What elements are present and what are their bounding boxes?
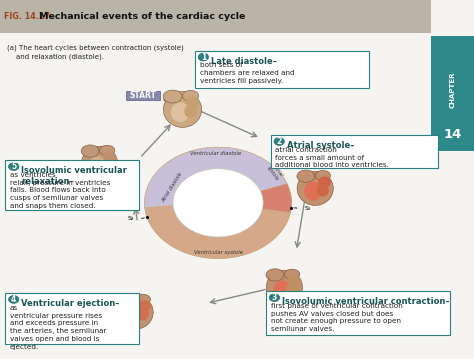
- Ellipse shape: [117, 295, 153, 329]
- Ellipse shape: [164, 92, 201, 127]
- Circle shape: [274, 137, 284, 145]
- Text: Atrial
systole: Atrial systole: [266, 162, 284, 182]
- Text: Ventricular systole: Ventricular systole: [193, 250, 243, 255]
- Text: Isovolumic ventricular
relaxation–: Isovolumic ventricular relaxation–: [21, 166, 127, 186]
- Text: 5: 5: [11, 162, 16, 171]
- Circle shape: [9, 295, 19, 303]
- Ellipse shape: [273, 280, 291, 299]
- Ellipse shape: [284, 269, 300, 279]
- Text: CHAPTER: CHAPTER: [450, 71, 456, 108]
- Ellipse shape: [81, 145, 99, 157]
- Ellipse shape: [266, 269, 284, 281]
- Circle shape: [269, 294, 280, 302]
- Circle shape: [198, 53, 209, 61]
- Text: atrial contraction
forces a small amount of
additional blood into ventricles.: atrial contraction forces a small amount…: [275, 147, 389, 168]
- FancyBboxPatch shape: [5, 160, 139, 210]
- Text: as ventricles
relax, pressure in ventricles
falls. Blood flows back into
cusps o: as ventricles relax, pressure in ventric…: [10, 172, 110, 209]
- Ellipse shape: [135, 294, 150, 304]
- Text: START: START: [130, 91, 156, 100]
- Ellipse shape: [100, 145, 115, 155]
- Text: FIG. 14.17: FIG. 14.17: [4, 12, 50, 21]
- Ellipse shape: [184, 104, 197, 118]
- Text: 2: 2: [276, 137, 282, 146]
- Text: S₁: S₁: [304, 206, 311, 211]
- Ellipse shape: [137, 307, 149, 320]
- Ellipse shape: [182, 90, 199, 101]
- Ellipse shape: [82, 146, 118, 180]
- Ellipse shape: [101, 158, 113, 171]
- Text: Atrial systole–: Atrial systole–: [287, 141, 354, 150]
- FancyBboxPatch shape: [126, 91, 160, 100]
- Ellipse shape: [102, 151, 115, 163]
- Ellipse shape: [171, 102, 190, 122]
- Ellipse shape: [315, 171, 330, 181]
- Ellipse shape: [124, 306, 142, 324]
- Text: Isovolumic ventricular contraction–: Isovolumic ventricular contraction–: [282, 297, 450, 306]
- Ellipse shape: [186, 97, 199, 109]
- Wedge shape: [145, 206, 291, 258]
- Circle shape: [173, 169, 263, 237]
- Ellipse shape: [89, 157, 106, 175]
- Wedge shape: [145, 147, 287, 208]
- Text: Ventricular ejection–: Ventricular ejection–: [21, 299, 120, 308]
- Wedge shape: [260, 184, 292, 213]
- Text: as
ventricular pressure rises
and exceeds pressure in
the arteries, the semiluna: as ventricular pressure rises and exceed…: [10, 305, 107, 350]
- Text: (a) The heart cycles between contraction (systole)
    and relaxation (diastole): (a) The heart cycles between contraction…: [7, 45, 184, 60]
- Wedge shape: [145, 147, 292, 258]
- Ellipse shape: [266, 270, 302, 304]
- Ellipse shape: [117, 294, 135, 306]
- Text: 1: 1: [201, 52, 206, 62]
- Text: both sets of
chambers are relaxed and
ventricles fill passively.: both sets of chambers are relaxed and ve…: [200, 62, 294, 84]
- Ellipse shape: [317, 184, 329, 197]
- Text: Ventricular diastole: Ventricular diastole: [190, 151, 241, 156]
- Ellipse shape: [287, 275, 300, 286]
- FancyBboxPatch shape: [195, 51, 369, 88]
- FancyBboxPatch shape: [0, 0, 431, 33]
- Text: first phase of ventricular contraction
pushes AV valves closed but does
not crea: first phase of ventricular contraction p…: [271, 303, 402, 332]
- FancyBboxPatch shape: [5, 293, 139, 344]
- Text: 3: 3: [272, 293, 277, 302]
- Text: S₂: S₂: [128, 216, 134, 222]
- Ellipse shape: [286, 282, 298, 295]
- Text: 4: 4: [11, 295, 17, 304]
- Ellipse shape: [297, 170, 315, 182]
- Text: Atrial diastole: Atrial diastole: [161, 171, 184, 203]
- Ellipse shape: [304, 182, 322, 200]
- FancyBboxPatch shape: [271, 135, 438, 168]
- Text: 14: 14: [444, 128, 462, 141]
- Ellipse shape: [318, 176, 331, 188]
- Circle shape: [9, 163, 19, 171]
- FancyBboxPatch shape: [266, 291, 450, 335]
- Ellipse shape: [138, 300, 151, 312]
- Ellipse shape: [163, 90, 182, 103]
- Text: The Heart as a Pump   463: The Heart as a Pump 463: [305, 8, 389, 13]
- Text: Late diastole–: Late diastole–: [211, 57, 277, 66]
- Text: Mechanical events of the cardiac cycle: Mechanical events of the cardiac cycle: [39, 12, 245, 21]
- FancyBboxPatch shape: [431, 36, 474, 151]
- Ellipse shape: [297, 172, 333, 205]
